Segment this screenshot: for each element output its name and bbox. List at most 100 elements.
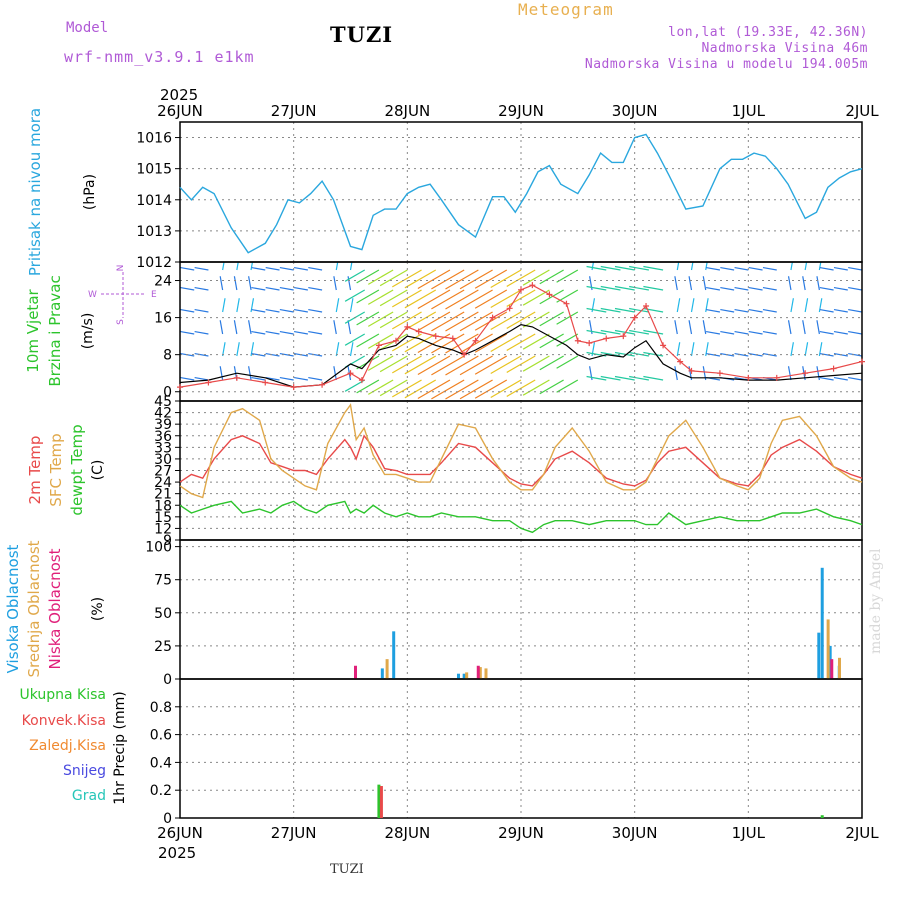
wind-arrow (506, 311, 536, 329)
wind-arrow (490, 379, 522, 398)
wind-arrow (539, 269, 564, 285)
wind-arrow (819, 266, 834, 271)
wind-arrow (787, 276, 792, 291)
wind-arrow (629, 375, 649, 381)
gust-marker (205, 379, 212, 386)
model-name: wrf-nmm_v3.9.1 e1km (64, 48, 255, 66)
date-label-bottom: 1JUL (732, 824, 766, 842)
wind-arrow (816, 366, 820, 381)
gust-marker (660, 342, 667, 349)
gust-marker (319, 381, 326, 388)
wind-arrow (356, 311, 380, 326)
wind-arrow (506, 269, 536, 287)
gust-marker (392, 337, 399, 344)
wind-arrow (251, 308, 266, 313)
compass-west: W (88, 290, 97, 300)
cloud-unit: (%) (90, 597, 106, 621)
wind-arrow (335, 342, 340, 357)
temperature-ytick-label: 21 (154, 487, 172, 503)
wind-arrow (676, 262, 680, 271)
wind-arrow (379, 379, 408, 397)
temp-2m-label: 2m Temp (26, 436, 44, 505)
wind-arrow (379, 355, 408, 373)
temperature-series-line (179, 500, 863, 534)
wind-arrow (194, 376, 209, 381)
pressure-ytick-label: 1015 (136, 162, 172, 178)
wind-arrow (706, 286, 721, 291)
wind-arrow (180, 376, 195, 381)
date-label-top: 1JUL (732, 102, 766, 120)
location-coordinates: lon,lat (19.33E, 42.36N) (668, 25, 868, 40)
temperature-ytick-label: 36 (154, 429, 172, 445)
wind-arrow (180, 286, 195, 291)
wind-arrow (293, 308, 308, 313)
wind-series-line (179, 323, 863, 388)
wind-arrow (474, 355, 508, 375)
wind-arrow (333, 276, 337, 291)
pressure-ytick-label: 1014 (136, 193, 172, 209)
wind-arrow (833, 286, 848, 291)
wind-arrow (706, 352, 721, 357)
wind-arrow (490, 333, 522, 352)
wind-arrow (720, 286, 735, 291)
wind-arrow (335, 262, 339, 271)
wind-arrow (251, 330, 266, 335)
wind-arrow (556, 379, 579, 393)
wind-arrow (748, 352, 763, 357)
wind-arrow (379, 311, 408, 329)
pressure-label: Pritisak na nivou mora (26, 108, 44, 276)
wind-arrow (490, 355, 522, 374)
wind-arrow (236, 262, 239, 271)
wind-arrow (614, 307, 635, 313)
wind-arrow (265, 330, 280, 335)
gust-marker (859, 358, 865, 365)
wind-arrow (404, 355, 437, 375)
wind-ytick-label: 0 (163, 385, 172, 401)
wind-arrow (367, 311, 394, 327)
wind-arrow (445, 311, 479, 332)
wind-arrow (404, 379, 437, 399)
gust-marker (489, 314, 496, 321)
wind-arrow (445, 289, 479, 310)
gust-marker (518, 286, 524, 293)
wind-arrow (539, 311, 564, 327)
wind-arrow (367, 355, 394, 371)
wind-arrow (490, 311, 522, 330)
wind-arrow (702, 276, 707, 291)
wind-arrow (459, 379, 493, 400)
wind-arrow (474, 311, 508, 331)
wind-arrow (614, 265, 635, 271)
wind-arrow (349, 262, 353, 271)
wind-arrow (474, 379, 508, 399)
gust-marker (773, 374, 780, 381)
station-title: TUZI (330, 22, 394, 47)
wind-arrow (392, 269, 422, 288)
wind-arrow (539, 333, 564, 349)
pressure-frame (179, 121, 863, 263)
wind-arrow (762, 330, 777, 335)
wind-arrow (556, 355, 579, 369)
wind-arrow (790, 342, 794, 357)
date-label-bottom: 27JUN (271, 824, 317, 842)
wind-arrow (367, 269, 394, 285)
gust-marker (358, 377, 365, 384)
cloud-bar (476, 665, 480, 679)
cloud-bar (465, 672, 469, 679)
date-label-bottom: 28JUN (384, 824, 430, 842)
wind-arrow (445, 379, 479, 400)
wind-arrow (490, 289, 522, 308)
date-label-bottom: 2JUL (845, 824, 879, 842)
cloud-bar (837, 657, 841, 679)
wind-arrow (600, 285, 621, 291)
wind-arrow (734, 330, 749, 335)
wind-arrow (251, 376, 266, 381)
wind-arrow (688, 276, 693, 291)
wind-arrow (474, 289, 508, 309)
wind-arrow (833, 376, 848, 381)
wind-arrow (367, 333, 394, 349)
date-label-top: 2JUL (845, 102, 879, 120)
wind-arrow (676, 342, 681, 357)
gust-marker (415, 328, 422, 335)
wind-arrow (804, 298, 809, 313)
wind-arrow (417, 269, 451, 290)
